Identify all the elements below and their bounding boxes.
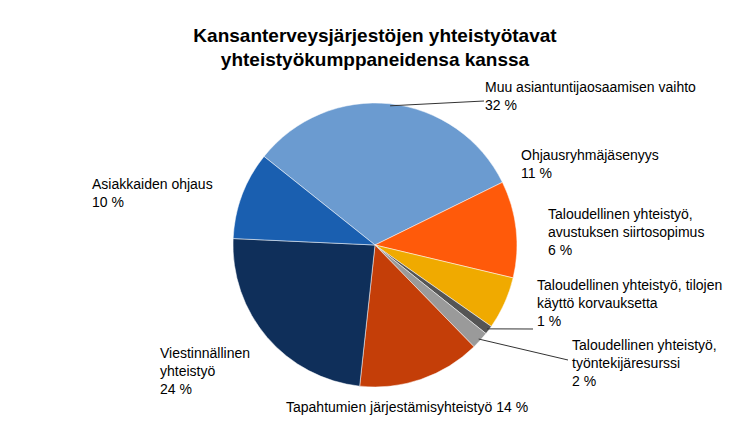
labels: Muu asiantuntijaosaamisen vaihto 32 % Ohja… [92,79,722,415]
pie-slice [360,245,474,387]
category-label: Taloudellinen yhteistyö, tilojen käyttö k… [537,277,722,311]
category-label-line: Taloudellinen yhteistyö, tilojen [537,277,722,293]
pie-slice [233,239,375,387]
category-label: Tapahtumien järjestämisyhteistyö [286,399,492,415]
value-label: 32 % [485,97,517,113]
category-label-line: työntekijäresurssi [572,355,680,371]
category-label: Asiakkaiden ohjaus [92,176,213,192]
value-label: 10 % [92,194,124,210]
category-label: Taloudellinen yhteistyö, työntekijäresurs… [572,337,717,371]
leader-line [487,328,533,329]
value-label: 11 % [521,165,552,181]
category-label-line: käyttö korvauksetta [537,295,658,311]
category-label-line: Taloudellinen yhteistyö, [572,337,717,353]
category-label: Muu asiantuntijaosaamisen vaihto [485,79,696,95]
category-label: Viestinnällinen yhteistyö [160,345,250,379]
chart-title: Kansanterveysjärjestöjen yhteistyötavat y… [193,25,557,70]
leader-line [479,339,568,360]
category-label-line: Asiakkaiden ohjaus [92,176,213,192]
pie-slice [233,156,375,245]
category-label-line: Viestinnällinen [160,345,250,361]
leader-line [390,101,484,106]
category-label: Ohjausryhmäjäsenyys [521,147,659,163]
category-label-line: avustuksen siirtosopimus [548,224,704,240]
chart-title-line: yhteistyökumppaneidensa kanssa [221,49,530,70]
category-label: Taloudellinen yhteistyö, avustuksen siirt… [548,206,704,240]
value-label: 14 % [496,399,528,415]
category-label-line: Ohjausryhmäjäsenyys [521,147,659,163]
category-label-line: yhteistyö [160,363,215,379]
category-label-line: Taloudellinen yhteistyö, [548,206,693,222]
slices [233,103,517,387]
category-label-line: Muu asiantuntijaosaamisen vaihto [485,79,696,95]
value-label: 2 % [572,373,596,389]
chart: Kansanterveysjärjestöjen yhteistyötavat y… [0,0,750,436]
value-label: 1 % [537,313,561,329]
value-label: 6 % [548,242,572,258]
value-label: 24 % [160,381,192,397]
category-label-line: Tapahtumien järjestämisyhteistyö [286,399,492,415]
chart-title-line: Kansanterveysjärjestöjen yhteistyötavat [193,25,557,46]
